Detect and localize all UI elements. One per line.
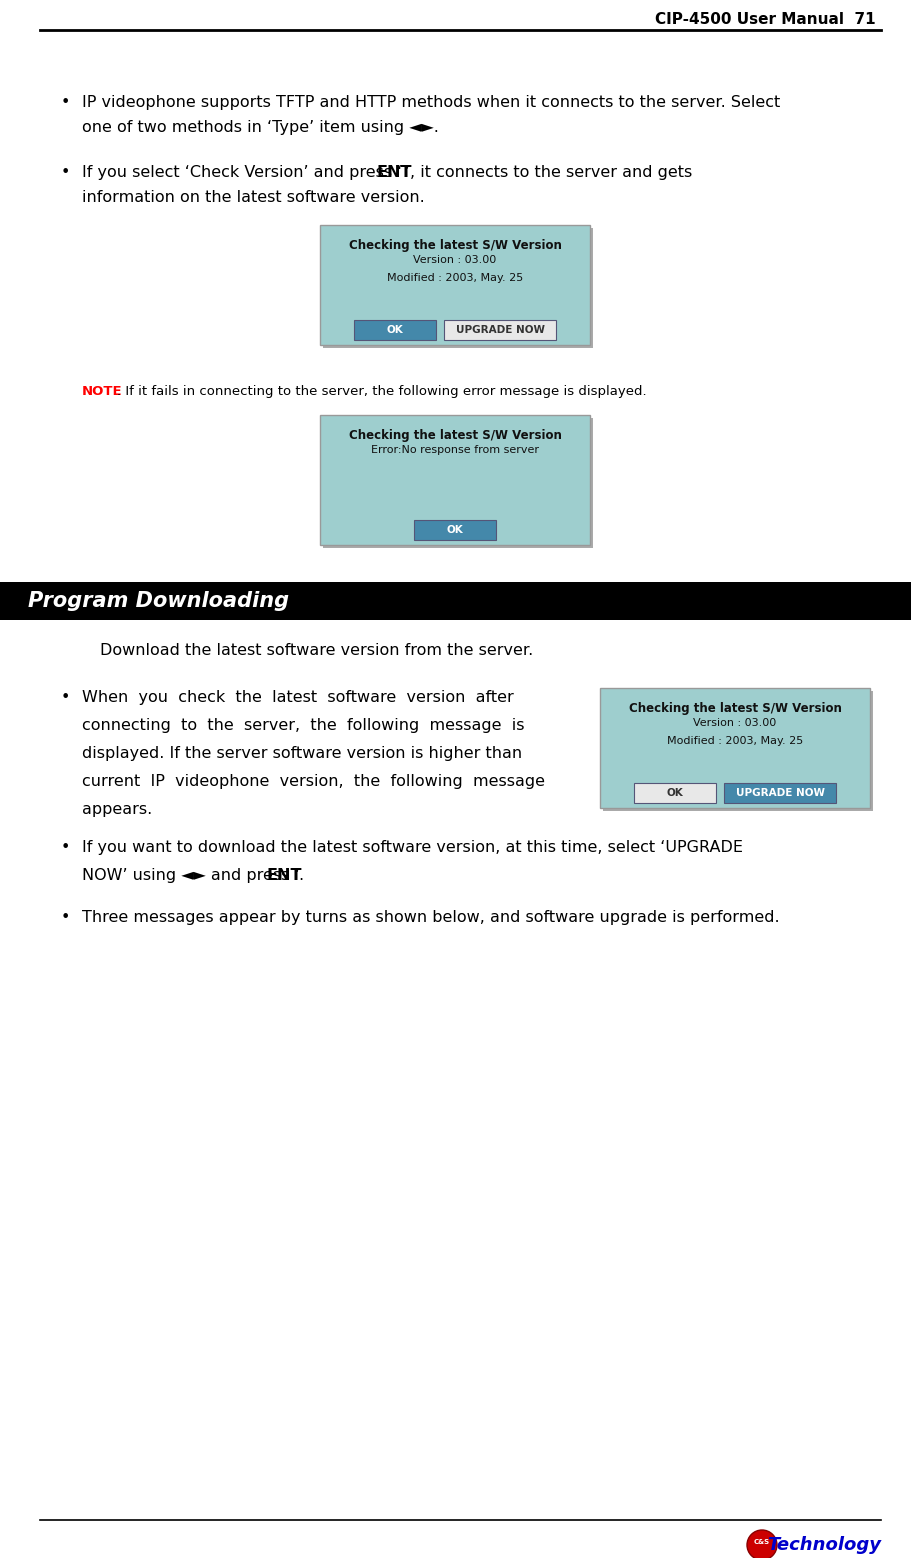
Text: •: • <box>60 165 69 181</box>
Text: Checking the latest S/W Version: Checking the latest S/W Version <box>349 428 561 442</box>
Text: CIP-4500 User Manual  71: CIP-4500 User Manual 71 <box>655 12 876 26</box>
Text: UPGRADE NOW: UPGRADE NOW <box>456 326 545 335</box>
Text: displayed. If the server software version is higher than: displayed. If the server software versio… <box>82 746 522 760</box>
Text: current  IP  videophone  version,  the  following  message: current IP videophone version, the follo… <box>82 774 545 788</box>
Text: OK: OK <box>667 788 683 798</box>
Text: When  you  check  the  latest  software  version  after: When you check the latest software versi… <box>82 690 514 706</box>
Text: If you select ‘Check Version’ and press ‘: If you select ‘Check Version’ and press … <box>82 165 403 181</box>
FancyBboxPatch shape <box>320 224 590 344</box>
FancyBboxPatch shape <box>600 689 870 809</box>
Text: OK: OK <box>386 326 404 335</box>
Text: UPGRADE NOW: UPGRADE NOW <box>735 788 824 798</box>
Text: ’.: ’. <box>295 868 305 883</box>
FancyBboxPatch shape <box>444 319 556 340</box>
Text: Error:No response from server: Error:No response from server <box>371 446 539 455</box>
Text: Version : 03.00: Version : 03.00 <box>693 718 776 728</box>
Text: one of two methods in ‘Type’ item using ◄►.: one of two methods in ‘Type’ item using … <box>82 120 439 136</box>
Text: NOTE: NOTE <box>82 385 123 397</box>
Text: Modified : 2003, May. 25: Modified : 2003, May. 25 <box>667 735 804 746</box>
FancyBboxPatch shape <box>323 418 593 548</box>
FancyBboxPatch shape <box>724 784 836 802</box>
Text: Modified : 2003, May. 25: Modified : 2003, May. 25 <box>387 273 523 284</box>
Text: Three messages appear by turns as shown below, and software upgrade is performed: Three messages appear by turns as shown … <box>82 910 780 925</box>
Text: Program Downloading: Program Downloading <box>28 590 289 611</box>
FancyBboxPatch shape <box>354 319 436 340</box>
FancyBboxPatch shape <box>320 414 590 545</box>
Text: appears.: appears. <box>82 802 152 816</box>
Text: ENT: ENT <box>267 868 302 883</box>
Text: •: • <box>60 840 69 855</box>
Text: If you want to download the latest software version, at this time, select ‘UPGRA: If you want to download the latest softw… <box>82 840 743 855</box>
Text: connecting  to  the  server,  the  following  message  is: connecting to the server, the following … <box>82 718 525 732</box>
FancyBboxPatch shape <box>603 692 873 812</box>
Text: Checking the latest S/W Version: Checking the latest S/W Version <box>349 238 561 252</box>
FancyBboxPatch shape <box>323 227 593 347</box>
Text: Version : 03.00: Version : 03.00 <box>414 256 496 265</box>
Text: . If it fails in connecting to the server, the following error message is displa: . If it fails in connecting to the serve… <box>117 385 647 397</box>
Text: ENT: ENT <box>377 165 413 181</box>
Text: ’, it connects to the server and gets: ’, it connects to the server and gets <box>405 165 692 181</box>
Text: •: • <box>60 95 69 111</box>
Text: •: • <box>60 690 69 706</box>
FancyBboxPatch shape <box>634 784 716 802</box>
Circle shape <box>747 1530 777 1558</box>
FancyBboxPatch shape <box>414 520 496 541</box>
Text: C&S: C&S <box>754 1539 770 1546</box>
Text: Checking the latest S/W Version: Checking the latest S/W Version <box>629 703 842 715</box>
Text: •: • <box>60 910 69 925</box>
Text: Download the latest software version from the server.: Download the latest software version fro… <box>100 643 533 657</box>
Text: NOW’ using ◄► and press ‘: NOW’ using ◄► and press ‘ <box>82 868 300 883</box>
Text: Technology: Technology <box>767 1536 881 1553</box>
Bar <box>0 583 911 620</box>
Text: information on the latest software version.: information on the latest software versi… <box>82 190 425 206</box>
Text: OK: OK <box>446 525 464 534</box>
Text: IP videophone supports TFTP and HTTP methods when it connects to the server. Sel: IP videophone supports TFTP and HTTP met… <box>82 95 780 111</box>
